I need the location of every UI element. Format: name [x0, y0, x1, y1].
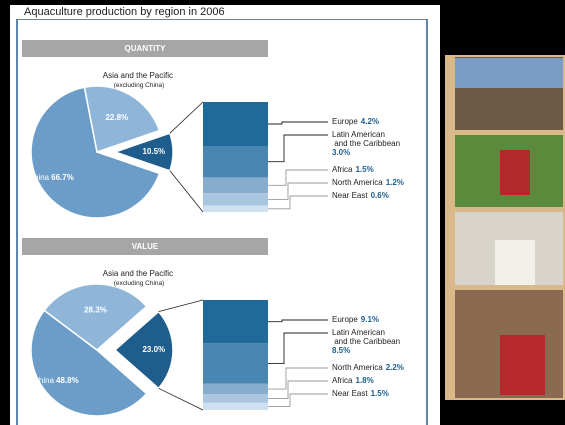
photo-figure [500, 150, 530, 195]
bar-label: Europe [332, 315, 358, 324]
bar-segment [203, 300, 268, 344]
bar-value: 1.8% [355, 376, 373, 385]
bar-label: Latin American and the Caribbean [332, 328, 400, 346]
slice-value: 66.7% [51, 173, 74, 182]
leader-line [268, 332, 328, 365]
slice-label: Asia and the Pacific (excluding China) [103, 269, 175, 287]
connector [158, 387, 204, 411]
bar-value: 1.5% [371, 389, 389, 398]
slice-value: 48.8% [56, 376, 79, 385]
leader-line [268, 195, 328, 210]
bar-segment [203, 146, 268, 178]
bar-label: Latin American and the Caribbean [332, 130, 400, 148]
slice-value: 23.0% [142, 345, 165, 354]
bar-value: 9.1% [361, 315, 379, 324]
pie-slice [112, 132, 174, 172]
slice-label: China [33, 376, 54, 385]
bar-value: 4.2% [361, 117, 379, 126]
leader-line [268, 393, 328, 407]
bar-segment [203, 177, 268, 194]
bar-value: 2.2% [386, 363, 404, 372]
bar-segment [203, 193, 268, 206]
pie-slice [30, 309, 148, 417]
bar-label: Africa [332, 165, 353, 174]
slice-value: 22.8% [105, 113, 128, 122]
connector [158, 299, 204, 313]
bar-value: 8.5% [332, 346, 350, 355]
bar-value: 1.5% [355, 165, 373, 174]
leader-line [268, 319, 328, 323]
bar-label: North America [332, 363, 383, 372]
pie-slice [113, 310, 174, 390]
pie-slice [30, 86, 161, 219]
bar-label: Near East [332, 389, 368, 398]
pie-slice [43, 283, 148, 351]
bar-value: 1.2% [386, 178, 404, 187]
connector [169, 101, 204, 134]
bar-segment [203, 394, 268, 403]
slice-label: China [28, 173, 49, 182]
pie-slice [83, 85, 161, 153]
bar-segment [203, 343, 268, 384]
page-title: Aquaculture production by region in 2006 [24, 6, 225, 18]
slice-value: 10.5% [142, 147, 165, 156]
photo-sky [455, 58, 563, 88]
leader-line [268, 169, 328, 186]
leader-line [268, 121, 328, 125]
connector [169, 170, 204, 213]
bar-value: 3.0% [332, 148, 350, 157]
bar-segment [203, 383, 268, 395]
bar-label: Africa [332, 376, 353, 385]
bar-label: Europe [332, 117, 358, 126]
title-bg [14, 5, 434, 19]
photo-figure [500, 335, 545, 395]
bar-segment [203, 102, 268, 146]
leader-line [268, 182, 328, 200]
leader-line [268, 367, 328, 390]
leader-line [268, 380, 328, 400]
leader-line [268, 134, 328, 163]
section-title: VALUE [132, 242, 159, 251]
slice-value: 28.3% [84, 306, 107, 315]
bar-label: Near East [332, 191, 368, 200]
bar-value: 0.6% [371, 191, 389, 200]
slice-label: Asia and the Pacific (excluding China) [103, 71, 175, 89]
bar-segment [203, 402, 268, 410]
section-header [22, 40, 268, 57]
section-title: QUANTITY [125, 44, 167, 53]
section-header [22, 238, 268, 255]
bar-segment [203, 205, 268, 212]
photo-figure [495, 240, 535, 285]
bar-label: North America [332, 178, 383, 187]
